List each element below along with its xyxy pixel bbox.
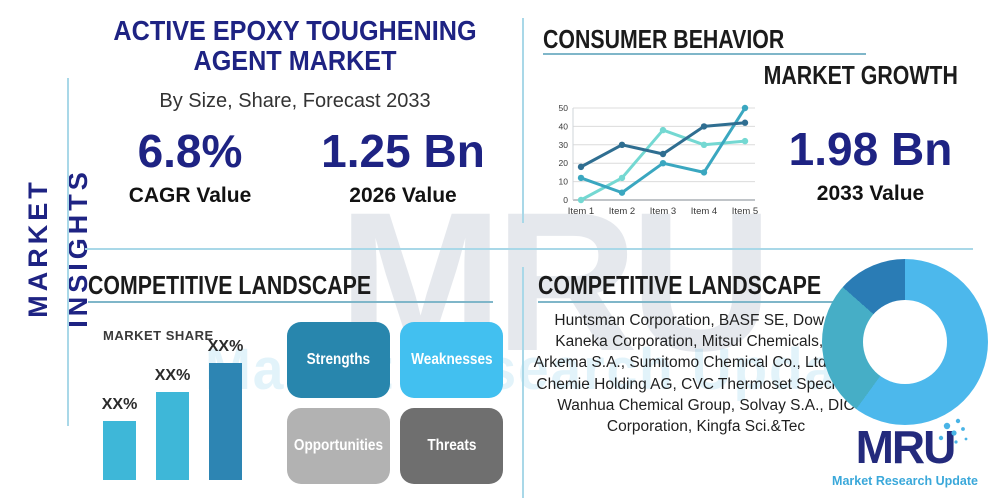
svg-text:30: 30 <box>559 140 569 150</box>
svg-text:Item 3: Item 3 <box>650 206 676 217</box>
bar-value-label: XX% <box>207 338 244 355</box>
top-section-divider-line <box>522 18 524 223</box>
cagr-stat: 6.8% CAGR Value <box>85 128 295 208</box>
swot-box-threats: Threats <box>400 408 503 484</box>
svg-text:0: 0 <box>563 195 568 205</box>
swot-box-opportunities: Opportunities <box>287 408 390 484</box>
company-list: Huntsman Corporation, BASF SE, Dow Inc.,… <box>533 312 879 436</box>
bar-rect <box>209 363 242 480</box>
bar-rect <box>156 392 189 480</box>
swot-grid: Strengths Weaknesses Opportunities Threats <box>287 322 503 484</box>
page-subtitle: By Size, Share, Forecast 2033 <box>159 90 431 112</box>
svg-text:Item 1: Item 1 <box>568 206 594 217</box>
swot-label: Threats <box>426 437 477 454</box>
swot-label: Opportunities <box>293 437 384 454</box>
bar-value-label: XX% <box>154 367 191 384</box>
value-2026-stat: 1.25 Bn 2026 Value <box>298 128 508 208</box>
main-horizontal-divider <box>85 248 973 250</box>
market-share-bar-3: XX% <box>207 338 244 480</box>
company-share-donut-chart <box>822 259 988 425</box>
svg-text:Item 5: Item 5 <box>732 206 758 217</box>
droplet-splash-icon <box>938 418 968 444</box>
value-2026-value: 1.25 Bn <box>321 125 485 177</box>
svg-text:40: 40 <box>559 121 569 131</box>
sidebar-divider-line <box>67 78 69 426</box>
value-2026-label: 2026 Value <box>349 184 457 207</box>
consumer-behavior-line-chart: 0 10 20 30 40 50 Item 1 Item 2 Item 3 Item 4 Item … <box>559 103 759 217</box>
competitive-landscape-right-underline <box>538 301 875 303</box>
cagr-value: 6.8% <box>137 125 243 177</box>
swot-box-strengths: Strengths <box>287 322 390 398</box>
sidebar-vertical-label: MARKET INSIGHTS <box>23 168 93 328</box>
bar-value-label: XX% <box>101 396 138 413</box>
swot-label: Weaknesses <box>410 351 493 368</box>
market-growth-title: MARKET GROWTH <box>763 60 958 90</box>
market-share-bar-chart: XX% XX% XX% <box>101 338 253 480</box>
swot-box-weaknesses: Weaknesses <box>400 322 503 398</box>
bottom-section-divider-line <box>522 267 524 498</box>
page-title: ACTIVE EPOXY TOUGHENING AGENT MARKET <box>113 15 477 76</box>
mru-logo: MRU Market Research Update <box>815 418 995 488</box>
value-2033-value: 1.98 Bn <box>788 123 953 175</box>
competitive-landscape-left-title: COMPETITIVE LANDSCAPE <box>88 270 372 300</box>
svg-text:Item 2: Item 2 <box>609 206 635 217</box>
market-share-bar-2: XX% <box>154 367 191 480</box>
market-share-bar-1: XX% <box>101 396 138 480</box>
svg-text:10: 10 <box>559 177 569 187</box>
bar-rect <box>103 421 136 480</box>
consumer-behavior-title: CONSUMER BEHAVIOR <box>543 24 785 54</box>
value-2033-stat: 1.98 Bn 2033 Value <box>778 126 963 206</box>
svg-text:Item 4: Item 4 <box>691 206 717 217</box>
market-share-label: MARKET SHARE <box>103 328 214 343</box>
competitive-landscape-left-underline <box>88 301 493 303</box>
consumer-behavior-underline <box>543 53 866 55</box>
mru-logo-text: MRU <box>855 421 957 473</box>
value-2033-label: 2033 Value <box>816 182 925 205</box>
donut-hole <box>863 300 947 384</box>
competitive-landscape-right-title: COMPETITIVE LANDSCAPE <box>538 270 822 300</box>
swot-label: Strengths <box>306 351 371 368</box>
svg-text:20: 20 <box>559 158 569 168</box>
mru-logo-tagline: Market Research Update <box>832 474 978 488</box>
svg-text:50: 50 <box>559 103 569 113</box>
cagr-label: CAGR Value <box>128 184 252 207</box>
